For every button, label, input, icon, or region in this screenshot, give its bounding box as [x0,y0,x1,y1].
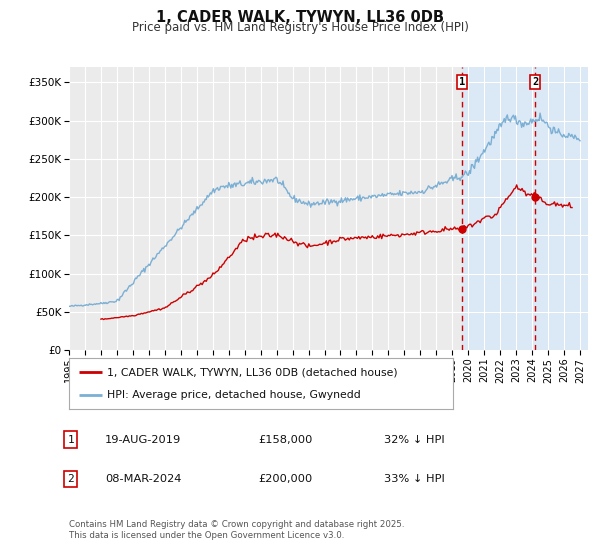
Bar [463,67,535,350]
Text: HPI: Average price, detached house, Gwynedd: HPI: Average price, detached house, Gwyn… [107,390,361,400]
Text: £158,000: £158,000 [258,435,313,445]
Text: Contains HM Land Registry data © Crown copyright and database right 2025.
This d: Contains HM Land Registry data © Crown c… [69,520,404,540]
Text: £200,000: £200,000 [258,474,312,484]
Text: Price paid vs. HM Land Registry's House Price Index (HPI): Price paid vs. HM Land Registry's House … [131,21,469,34]
Text: 08-MAR-2024: 08-MAR-2024 [105,474,181,484]
Text: 33% ↓ HPI: 33% ↓ HPI [384,474,445,484]
Text: 2: 2 [532,77,538,87]
Text: 1: 1 [67,435,74,445]
Text: 32% ↓ HPI: 32% ↓ HPI [384,435,445,445]
Bar [535,67,588,350]
Text: 1, CADER WALK, TYWYN, LL36 0DB (detached house): 1, CADER WALK, TYWYN, LL36 0DB (detached… [107,367,398,377]
Text: 2: 2 [67,474,74,484]
Text: 19-AUG-2019: 19-AUG-2019 [105,435,181,445]
Text: 1: 1 [459,77,466,87]
Text: 1, CADER WALK, TYWYN, LL36 0DB: 1, CADER WALK, TYWYN, LL36 0DB [156,10,444,25]
